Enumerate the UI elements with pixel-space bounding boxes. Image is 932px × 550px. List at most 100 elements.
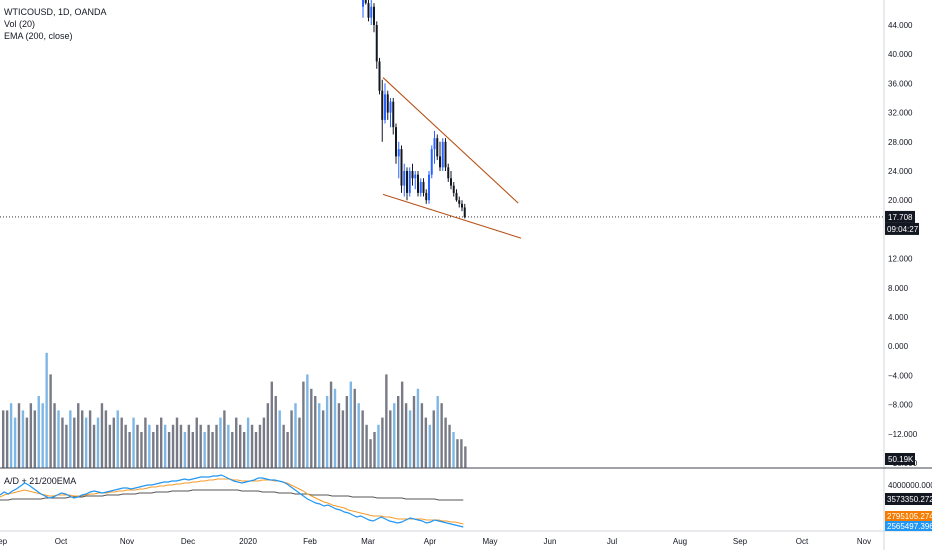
volume-bar [53,403,56,468]
volume-bar [171,424,175,468]
volume-bar [175,417,179,468]
volume-bar [404,403,408,468]
time-tick-label: Jul [607,537,617,546]
candle-body [444,141,447,168]
candle-body [367,3,370,18]
volume-bar [227,424,230,468]
volume-bar [254,432,258,468]
candle-body [364,0,367,4]
volume-bar [120,417,123,468]
volume-bar [203,432,206,468]
volume-bar [250,424,254,468]
volume-bar [21,410,25,468]
volume-bar [274,396,277,468]
volume-bar [195,417,198,468]
candle-body [403,171,406,186]
candle-body [375,25,378,62]
countdown-tag: 09:04:27 [885,222,919,235]
candle-body [392,101,395,128]
volume-bar [77,403,80,468]
candle-body [408,171,411,193]
volume-bar [464,446,467,468]
volume-bar [452,432,455,468]
volume-bar [92,424,96,468]
volume-bar [41,403,44,468]
volume-bar [278,410,281,468]
volume-bar [211,432,214,468]
volume-bar [25,417,29,468]
time-tick-label: 2020 [239,537,257,546]
ad-ema200-value: 3573350.272 [887,495,932,504]
volume-bar [57,410,60,468]
volume-bar [88,410,92,468]
candle-body [422,181,425,193]
volume-bar [400,381,404,468]
countdown-value: 09:04:27 [887,225,919,234]
volume-bar [341,410,345,468]
candle-body [378,61,381,91]
volume-bar [235,417,238,468]
volume-bar [397,396,400,468]
volume-bar [116,410,119,468]
price-tick-label: −4.000 [888,371,913,380]
candle-body [425,192,428,201]
volume-bar [393,403,396,468]
candle-body [430,149,433,175]
volume-bar [432,410,435,468]
time-tick-label: Nov [857,537,871,546]
volume-bar [325,396,329,468]
volume-bar [132,417,135,468]
volume-bar [61,417,64,468]
time-tick-label: Oct [55,537,68,546]
volume-bar [361,410,364,468]
volume-bar [440,403,443,468]
price-tick-label: 44.000 [888,21,913,30]
volume-bar [302,381,305,468]
volume-bar [199,424,202,468]
candle-body [400,149,403,186]
volume-bar [282,424,285,468]
ad-line-value: 2565497.396 [887,522,932,531]
time-tick-label: Feb [303,537,317,546]
price-pane[interactable] [0,0,884,239]
candle-body [433,138,436,150]
time-tick-label: May [482,537,497,546]
volume-bar [357,403,360,468]
volume-pane [2,352,467,468]
legend-ema[interactable]: EMA (200, close) [4,31,73,41]
volume-bar [389,410,392,468]
volume-bar [239,424,242,468]
volume-bar [444,417,447,468]
candle-body [370,6,373,18]
volume-bar [318,403,321,468]
volume-bar [270,381,273,468]
ad-ema21-value: 2795105.274 [887,512,932,521]
time-tick-label: Nov [120,537,134,546]
price-tick-label: 8.000 [888,284,909,293]
volume-bar [385,374,388,468]
legend-ad[interactable]: A/D + 21/200EMA [4,476,77,486]
volume-bar [219,417,222,468]
volume-bar [140,432,143,468]
volume-bar [373,432,376,468]
candle-body [463,207,466,217]
volume-bar [9,403,13,468]
volume-bar [49,374,52,468]
volume-bar [215,424,218,468]
volume-bar [460,439,463,468]
volume-bar [100,403,104,468]
legend-vol[interactable]: Vol (20) [4,19,36,29]
price-tick-label: −8.000 [888,401,913,410]
volume-bar [128,432,131,468]
volume-bar [45,352,48,468]
volume-bar [286,432,289,468]
volume-bar [321,410,325,468]
volume-bar [345,396,349,468]
legend-symbol[interactable]: WTICOUSD, 1D, OANDA [4,7,107,17]
volume-bar [428,424,431,468]
volume-bar [191,432,194,468]
volume-bar [223,410,226,468]
ad-ema200-tag: 3573350.272 [885,493,932,505]
volume-tag: 50.19K [885,453,915,465]
